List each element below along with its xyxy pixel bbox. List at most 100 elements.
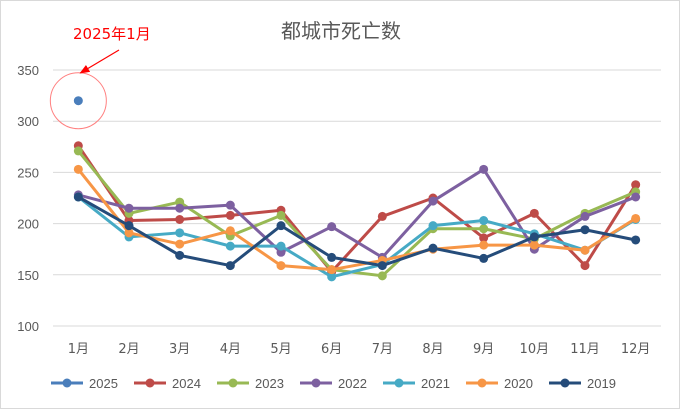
data-point <box>225 241 235 251</box>
chart-title: 都城市死亡数 <box>281 19 401 43</box>
x-tick-label: 6月 <box>321 342 342 357</box>
x-tick-label: 3月 <box>169 342 190 357</box>
legend-label: 2024 <box>172 376 201 391</box>
x-tick-label: 10月 <box>520 342 550 357</box>
grid-lines <box>53 69 661 327</box>
legend-label: 2021 <box>421 376 450 391</box>
data-point <box>377 271 387 281</box>
legend-swatch-marker <box>394 378 404 388</box>
x-tick-label: 1月 <box>68 342 89 357</box>
legend-item-2019: 2019 <box>549 376 616 391</box>
data-point <box>225 210 235 220</box>
data-point <box>631 180 641 190</box>
data-point <box>175 215 185 225</box>
x-tick-label: 11月 <box>570 342 600 357</box>
data-point <box>73 192 83 202</box>
data-point <box>631 192 641 202</box>
data-point <box>377 211 387 221</box>
data-point <box>327 222 337 232</box>
data-point <box>73 164 83 174</box>
data-point <box>377 261 387 271</box>
data-point <box>225 226 235 236</box>
y-tick-label: 150 <box>17 268 39 283</box>
legend-swatch-marker <box>228 378 238 388</box>
series-line-2019 <box>76 195 638 268</box>
data-point <box>580 211 590 221</box>
data-point <box>580 261 590 271</box>
x-tick-label: 4月 <box>220 342 241 357</box>
data-point <box>124 228 134 238</box>
series-line-2023 <box>76 149 638 278</box>
data-point <box>479 164 489 174</box>
series-line-2022 <box>76 167 638 259</box>
data-point <box>276 221 286 231</box>
legend-swatch-marker <box>311 378 321 388</box>
legend-label: 2022 <box>338 376 367 391</box>
data-point <box>631 235 641 245</box>
data-point <box>276 210 286 220</box>
data-point <box>428 221 438 231</box>
x-tick-label: 12月 <box>621 342 651 357</box>
data-point <box>428 196 438 206</box>
series-group <box>73 96 641 282</box>
y-tick-label: 250 <box>17 165 39 180</box>
legend-item-2021: 2021 <box>383 376 450 391</box>
legend-swatch-marker <box>62 378 72 388</box>
legend-item-2025: 2025 <box>51 376 118 391</box>
legend-swatch-marker <box>477 378 487 388</box>
data-point <box>124 203 134 213</box>
data-point <box>479 253 489 263</box>
data-point <box>428 243 438 253</box>
annotation-arrow <box>79 49 120 74</box>
data-point <box>580 225 590 235</box>
data-point <box>479 224 489 234</box>
data-point <box>175 228 185 238</box>
y-tick-label: 200 <box>17 217 39 232</box>
x-tick-label: 2月 <box>118 342 139 357</box>
annotation-label: 2025年1月 <box>73 25 151 43</box>
data-point <box>124 221 134 231</box>
series-2019 <box>73 192 641 271</box>
data-point <box>479 233 489 243</box>
legend-swatch-marker <box>145 378 155 388</box>
y-axis: 100 150 200 250 300 350 <box>17 63 39 334</box>
legend-swatch-marker <box>560 378 570 388</box>
legend-label: 2023 <box>255 376 284 391</box>
x-tick-label: 9月 <box>473 342 494 357</box>
data-point <box>479 216 489 226</box>
data-point <box>327 252 337 262</box>
legend: 2025 2024 2023 2022 2021 2020 2019 <box>51 376 616 391</box>
legend-label: 2019 <box>587 376 616 391</box>
legend-label: 2020 <box>504 376 533 391</box>
y-tick-label: 350 <box>17 63 39 78</box>
annotation: 2025年1月 <box>49 25 151 130</box>
series-line-2024 <box>76 144 638 274</box>
series-line-2020 <box>76 167 638 272</box>
data-point <box>580 245 590 255</box>
data-point <box>529 208 539 218</box>
legend-item-2022: 2022 <box>300 376 367 391</box>
x-axis: 1月 2月 3月 4月 5月 6月 7月 8月 9月 10月 11月 12月 <box>68 342 651 357</box>
data-point <box>631 213 641 223</box>
data-point <box>225 200 235 210</box>
data-point <box>175 239 185 249</box>
legend-item-2020: 2020 <box>466 376 533 391</box>
x-tick-label: 8月 <box>422 342 443 357</box>
data-point <box>73 146 83 156</box>
data-point <box>175 203 185 213</box>
data-point <box>529 232 539 242</box>
y-tick-label: 300 <box>17 114 39 129</box>
data-point <box>327 265 337 275</box>
data-point <box>327 272 337 282</box>
data-point <box>529 240 539 250</box>
y-tick-label: 100 <box>17 319 39 334</box>
legend-label: 2025 <box>89 376 118 391</box>
data-point <box>175 250 185 260</box>
legend-item-2024: 2024 <box>134 376 201 391</box>
legend-item-2023: 2023 <box>217 376 284 391</box>
data-point <box>479 240 489 250</box>
highlight-circle <box>49 72 107 130</box>
data-point <box>225 261 235 271</box>
